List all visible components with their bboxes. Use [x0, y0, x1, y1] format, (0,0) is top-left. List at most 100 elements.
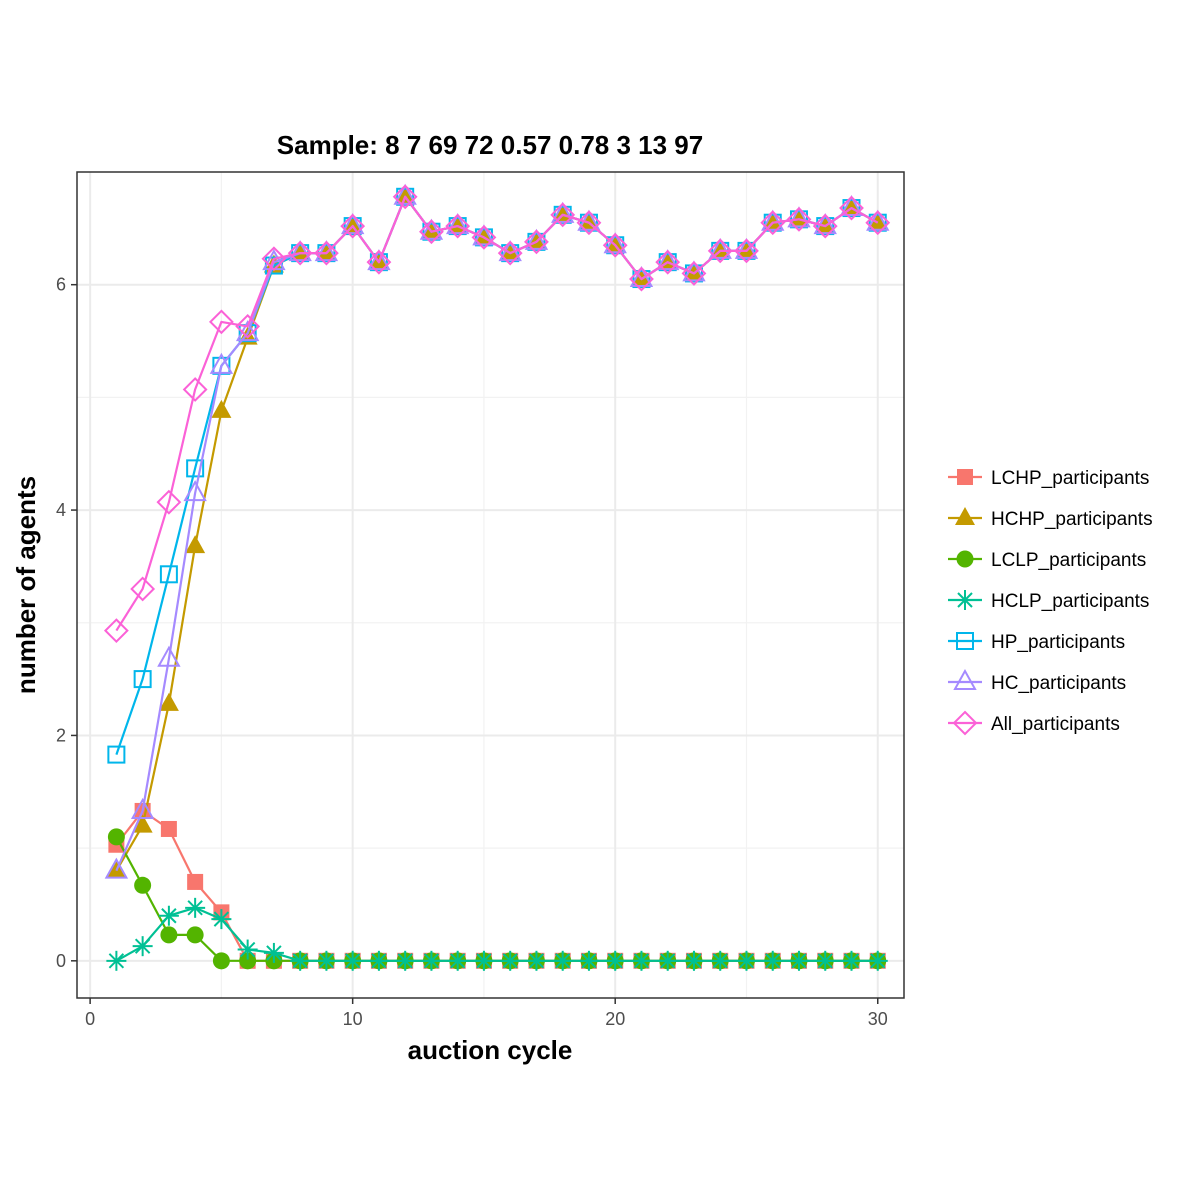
data-point-hc-participants — [445, 213, 470, 235]
data-point-hclp-participants — [788, 950, 809, 971]
data-point-hc-participants — [787, 206, 811, 228]
data-point-all-participants — [681, 261, 707, 286]
data-point-all-participants — [760, 210, 786, 236]
data-point-hc-participants — [314, 240, 339, 262]
data-point-hclp-participants — [316, 950, 337, 971]
legend: LCHP_participants HCHP_participants LCLP_p… — [948, 468, 1153, 736]
chart-title: Sample: 8 7 69 72 0.57 0.78 3 13 97 — [277, 130, 703, 160]
data-point-hchp-participants — [683, 262, 704, 281]
legend-label: All_participants — [991, 714, 1120, 735]
data-point-hclp-participants — [447, 950, 468, 971]
data-point-hc-participants — [340, 213, 365, 235]
data-point-all-participants — [812, 213, 838, 239]
data-point-all-participants — [576, 210, 602, 236]
data-point-hc-participants — [734, 237, 759, 259]
data-point-all-participants — [130, 576, 156, 602]
legend-key-marker — [955, 507, 975, 525]
data-point-hp-participants — [369, 253, 388, 272]
data-point-hclp-participants — [473, 950, 494, 971]
legend-label: HP_participants — [991, 632, 1125, 653]
data-point-hchp-participants — [421, 220, 442, 239]
legend-label: HC_participants — [991, 673, 1126, 694]
data-point-hchp-participants — [762, 211, 783, 230]
data-point-hp-participants — [186, 459, 205, 478]
plot-series — [103, 183, 891, 971]
data-point-hchp-participants — [158, 692, 179, 711]
data-point-hc-participants — [761, 209, 785, 231]
x-axis-title: auction cycle — [408, 1035, 573, 1065]
data-point-hchp-participants — [710, 239, 731, 258]
data-point-hclp-participants — [185, 897, 206, 918]
data-point-hc-participants — [183, 480, 207, 502]
data-point-hp-participants — [159, 565, 178, 584]
data-point-hc-participants — [209, 352, 234, 374]
data-point-hclp-participants — [526, 950, 547, 971]
data-point-hclp-participants — [421, 950, 442, 971]
x-tick-label: 20 — [605, 1009, 625, 1029]
data-point-all-participants — [471, 224, 497, 250]
data-point-hc-participants — [157, 645, 181, 667]
data-point-all-participants — [156, 489, 182, 515]
data-point-hc-participants — [367, 249, 391, 271]
data-point-lclp-participants — [107, 828, 125, 846]
y-tick-label: 0 — [56, 951, 66, 971]
data-point-all-participants — [366, 249, 392, 275]
legend-label: LCHP_participants — [991, 468, 1149, 489]
data-point-lclp-participants — [239, 952, 257, 970]
data-point-all-participants — [865, 210, 891, 236]
data-point-all-participants — [629, 266, 654, 292]
data-point-hchp-participants — [736, 239, 757, 258]
data-point-hp-participants — [133, 670, 152, 689]
data-point-lchp-participants — [160, 820, 177, 837]
legend-key-marker — [955, 590, 975, 610]
data-point-lclp-participants — [160, 926, 178, 944]
data-point-lclp-participants — [212, 952, 230, 970]
data-point-hclp-participants — [710, 950, 731, 971]
grid — [77, 171, 904, 998]
legend-item-lclp-participants: LCLP_participants — [948, 550, 1146, 571]
data-point-hchp-participants — [788, 208, 809, 227]
data-point-hc-participants — [550, 201, 575, 223]
data-point-hp-participants — [658, 253, 677, 272]
data-point-all-participants — [707, 238, 733, 264]
legend-item-hc-participants: HC_participants — [948, 668, 1126, 694]
data-point-all-participants — [182, 377, 208, 402]
data-point-hp-participants — [107, 745, 126, 764]
data-point-all-participants — [786, 206, 812, 232]
x-tick-label: 10 — [343, 1009, 363, 1029]
data-point-all-participants — [261, 246, 287, 272]
data-point-all-participants — [497, 240, 523, 266]
data-point-all-participants — [524, 229, 549, 255]
data-point-all-participants — [287, 240, 313, 266]
data-point-hclp-participants — [867, 950, 888, 971]
data-point-all-participants — [655, 249, 681, 275]
data-point-all-participants — [392, 184, 418, 210]
data-point-hc-participants — [839, 195, 864, 217]
data-point-all-participants — [419, 219, 444, 245]
data-point-all-participants — [208, 309, 234, 335]
legend-key-marker — [957, 469, 973, 485]
data-point-hclp-participants — [578, 950, 599, 971]
data-point-all-participants — [340, 213, 366, 239]
data-point-hchp-participants — [211, 399, 232, 418]
data-point-hchp-participants — [631, 268, 652, 287]
x-tick-label: 30 — [868, 1009, 888, 1029]
data-point-hclp-participants — [290, 950, 311, 971]
y-axis-title: number of agents — [11, 476, 41, 694]
data-point-hclp-participants — [500, 950, 521, 971]
data-point-hclp-participants — [552, 950, 573, 971]
data-point-hclp-participants — [132, 936, 153, 957]
data-point-hclp-participants — [736, 950, 757, 971]
data-point-hc-participants — [104, 857, 129, 879]
legend-item-lchp-participants: LCHP_participants — [948, 468, 1149, 489]
data-point-all-participants — [103, 618, 129, 644]
data-point-hc-participants — [130, 797, 155, 819]
data-point-hclp-participants — [211, 909, 232, 930]
data-point-all-participants — [602, 232, 628, 258]
data-point-hc-participants — [288, 240, 312, 262]
data-point-hchp-participants — [316, 242, 337, 261]
legend-label: LCLP_participants — [991, 550, 1146, 571]
data-point-lchp-participants — [187, 873, 204, 890]
data-point-hchp-participants — [185, 535, 206, 554]
